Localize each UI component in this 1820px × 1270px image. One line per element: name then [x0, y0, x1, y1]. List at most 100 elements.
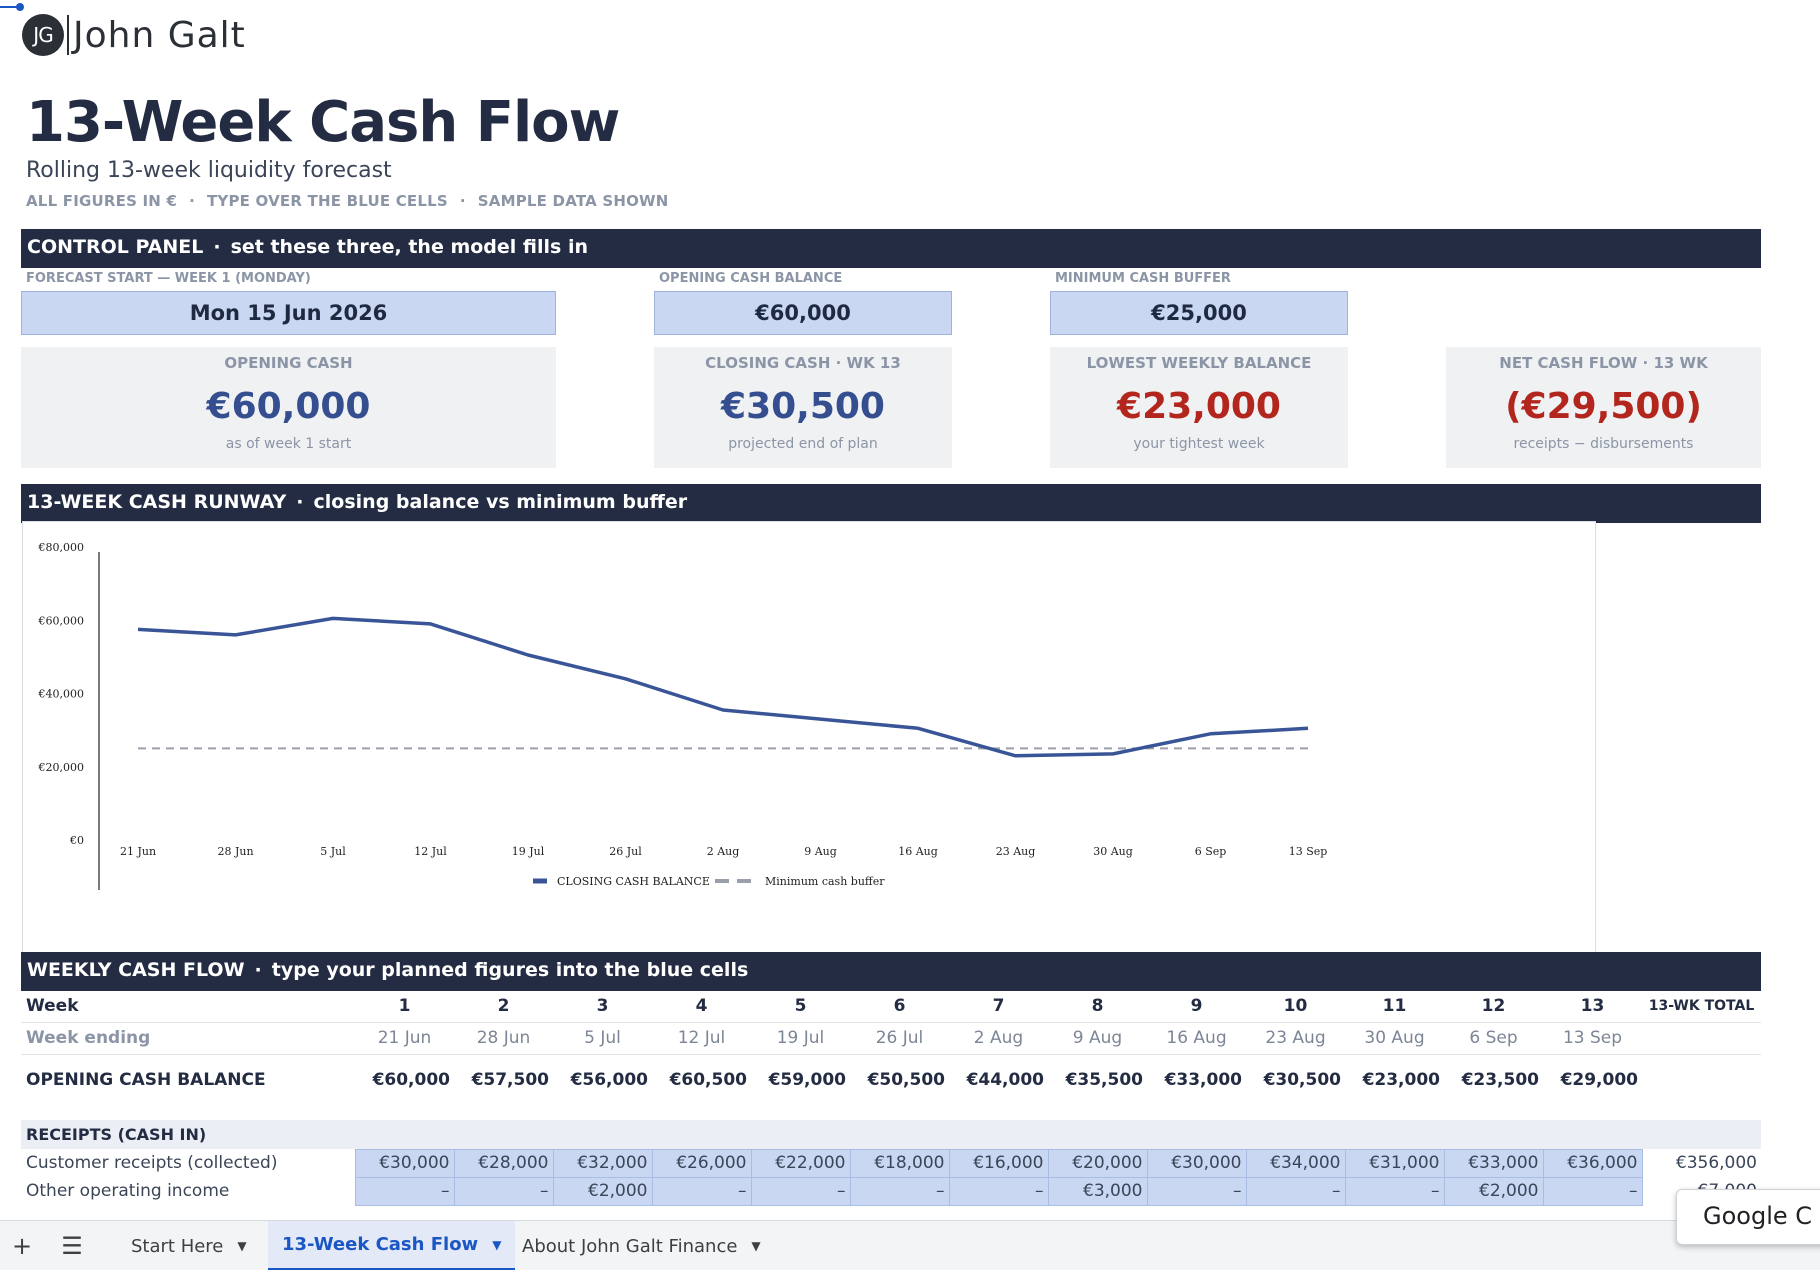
- x-tick-label: 9 Aug: [804, 845, 837, 858]
- input-cell[interactable]: €28,000: [453, 1148, 554, 1178]
- y-tick-label: €20,000: [38, 761, 85, 774]
- caret-down-icon[interactable]: ▼: [751, 1239, 761, 1253]
- spacer-row: [21, 1106, 1761, 1120]
- hover-tooltip: Google C: [1676, 1189, 1820, 1245]
- min-buffer-input[interactable]: €25,000: [1050, 291, 1348, 335]
- input-cell[interactable]: –: [453, 1176, 554, 1206]
- week-number: 4: [652, 991, 751, 1023]
- tag-currency: ALL FIGURES IN €: [26, 192, 178, 210]
- kpi-note: projected end of plan: [728, 436, 878, 452]
- opening-balance-cell: €35,500: [1065, 1070, 1143, 1091]
- runway-chart[interactable]: €80,000 €60,000 €40,000 €20,000 €0 21 Jun 28 …: [22, 521, 1596, 963]
- input-cell[interactable]: €20,000: [1047, 1148, 1148, 1178]
- input-cell[interactable]: €18,000: [849, 1148, 950, 1178]
- week-number: 10: [1246, 991, 1345, 1023]
- opening-balance-cell: €56,000: [570, 1070, 648, 1091]
- series-line-closing-cash-balance: [137, 616, 1309, 758]
- page-subtitle: Rolling 13-week liquidity forecast: [26, 158, 392, 183]
- x-tick-label: 19 Jul: [512, 845, 545, 858]
- tag-separator: ·: [189, 192, 195, 210]
- page-title: 13-Week Cash Flow: [26, 90, 620, 155]
- input-cell[interactable]: €2,000: [1443, 1176, 1544, 1206]
- week-ending-date: 5 Jul: [553, 1022, 652, 1055]
- opening-balance-input[interactable]: €60,000: [654, 291, 952, 335]
- input-cell[interactable]: €32,000: [552, 1148, 653, 1178]
- week-number: 13: [1543, 991, 1642, 1023]
- header-separator: ·: [254, 959, 262, 981]
- input-cell[interactable]: €31,000: [1344, 1148, 1445, 1178]
- input-cell[interactable]: €26,000: [651, 1148, 752, 1178]
- runway-header: 13-WEEK CASH RUNWAY · closing balance vs m…: [21, 484, 1761, 523]
- y-tick-label: €80,000: [38, 541, 85, 554]
- kpi-value: (€29,500): [1505, 386, 1702, 427]
- tab-label: About John Galt Finance: [522, 1235, 738, 1257]
- opening-balance-cell: €60,000: [372, 1070, 450, 1091]
- opening-balance-label: OPENING CASH BALANCE: [659, 271, 843, 286]
- control-panel-title: CONTROL PANEL: [27, 236, 204, 258]
- tab-13-week-cash-flow[interactable]: 13-Week Cash Flow ▼: [268, 1221, 516, 1270]
- weekly-title: WEEKLY CASH FLOW: [27, 959, 245, 981]
- week-number: 1: [355, 991, 454, 1023]
- input-cell[interactable]: –: [1146, 1176, 1247, 1206]
- tag-instruction: TYPE OVER THE BLUE CELLS: [207, 192, 448, 210]
- input-cell[interactable]: €36,000: [1542, 1148, 1643, 1178]
- input-cell[interactable]: €30,000: [1146, 1148, 1247, 1178]
- kpi-opening-cash: OPENING CASH €60,000 as of week 1 start: [21, 347, 556, 468]
- week-ending-date: 16 Aug: [1147, 1022, 1246, 1055]
- caret-down-icon[interactable]: ▼: [492, 1237, 502, 1252]
- brand-name: John Galt: [73, 14, 246, 56]
- sheet-tab-bar: + ☰ Start Here ▼ 13-Week Cash Flow ▼ About…: [0, 1220, 1820, 1270]
- receipts-section-row: RECEIPTS (CASH IN): [21, 1120, 1761, 1149]
- kpi-net-cash-flow: NET CASH FLOW · 13 WK (€29,500) receipts…: [1446, 347, 1761, 468]
- week-number: 5: [751, 991, 850, 1023]
- week-ending-date: 19 Jul: [751, 1022, 850, 1055]
- page-tagline: ALL FIGURES IN € · TYPE OVER THE BLUE CELL…: [26, 192, 669, 210]
- week-number: 2: [454, 991, 553, 1023]
- runway-subtitle: closing balance vs minimum buffer: [313, 491, 688, 513]
- forecast-start-input[interactable]: Mon 15 Jun 2026: [21, 291, 556, 335]
- row-label: Other operating income: [26, 1181, 230, 1201]
- input-cell[interactable]: €3,000: [1047, 1176, 1148, 1206]
- weekly-subtitle: type your planned figures into the blue …: [271, 959, 749, 981]
- opening-balance-cell: €33,000: [1164, 1070, 1242, 1091]
- add-sheet-icon[interactable]: +: [11, 1232, 33, 1260]
- cell-cursor-handle[interactable]: [16, 3, 24, 11]
- input-cell[interactable]: –: [651, 1176, 752, 1206]
- input-cell[interactable]: €34,000: [1245, 1148, 1346, 1178]
- kpi-label: OPENING CASH: [224, 354, 353, 372]
- kpi-label: LOWEST WEEKLY BALANCE: [1086, 354, 1312, 372]
- input-cell[interactable]: €16,000: [948, 1148, 1049, 1178]
- legend-minimum-cash-buffer: Minimum cash buffer: [765, 875, 885, 888]
- control-panel-subtitle: set these three, the model fills in: [230, 236, 588, 258]
- input-cell[interactable]: –: [1344, 1176, 1445, 1206]
- input-cell[interactable]: –: [354, 1176, 455, 1206]
- input-cell[interactable]: €30,000: [354, 1148, 455, 1178]
- row-total: €356,000: [1675, 1153, 1757, 1173]
- input-cell[interactable]: –: [849, 1176, 950, 1206]
- all-sheets-menu-icon[interactable]: ☰: [61, 1232, 83, 1260]
- header-separator: ·: [296, 491, 304, 513]
- week-number: 7: [949, 991, 1048, 1023]
- x-tick-label: 26 Jul: [609, 845, 642, 858]
- x-tick-label: 5 Jul: [320, 845, 346, 858]
- receipts-section-label: RECEIPTS (CASH IN): [21, 1120, 1761, 1149]
- input-cell[interactable]: €2,000: [552, 1176, 653, 1206]
- caret-down-icon[interactable]: ▼: [237, 1239, 247, 1253]
- input-cell[interactable]: –: [948, 1176, 1049, 1206]
- tab-about-john-galt-finance[interactable]: About John Galt Finance ▼: [508, 1221, 775, 1270]
- kpi-lowest-balance: LOWEST WEEKLY BALANCE €23,000 your tight…: [1050, 347, 1348, 468]
- input-cell[interactable]: –: [1542, 1176, 1643, 1206]
- min-buffer-label: MINIMUM CASH BUFFER: [1055, 271, 1231, 286]
- input-cell[interactable]: €33,000: [1443, 1148, 1544, 1178]
- input-cell[interactable]: –: [750, 1176, 851, 1206]
- table-row: Customer receipts (collected) €30,000 €28,…: [21, 1148, 1761, 1178]
- tab-start-here[interactable]: Start Here ▼: [117, 1221, 261, 1270]
- x-tick-label: 13 Sep: [1289, 845, 1328, 858]
- input-cell[interactable]: €22,000: [750, 1148, 851, 1178]
- opening-balance-cell: €60,500: [669, 1070, 747, 1091]
- week-number-row: Week 1 2 3 4 5 6 7 8 9 10 11 12 13 13-WK TOTAL: [21, 991, 1761, 1023]
- week-number: 12: [1444, 991, 1543, 1023]
- input-cell[interactable]: –: [1245, 1176, 1346, 1206]
- cell-cursor-line: [0, 6, 18, 8]
- week-number: 8: [1048, 991, 1147, 1023]
